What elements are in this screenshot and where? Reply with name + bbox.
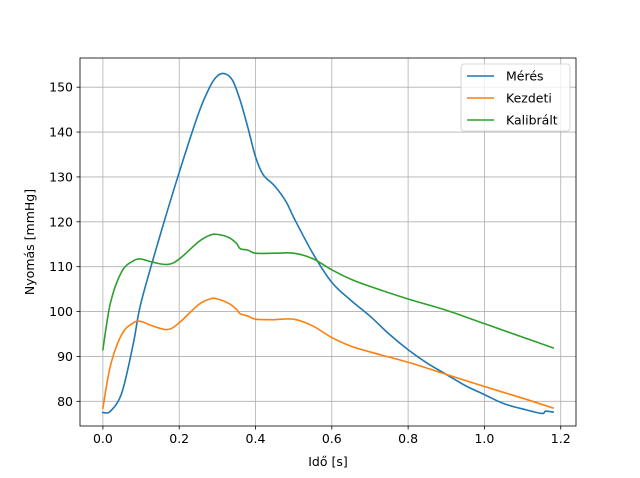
x-tick-label: 1.2 (551, 431, 571, 446)
legend: Mérés Kezdeti Kalibrált (460, 63, 571, 132)
x-tick-label: 1.0 (474, 431, 494, 446)
y-tick-label: 130 (49, 169, 73, 184)
x-tick-label: 0.8 (398, 431, 418, 446)
y-tick-label: 80 (57, 394, 73, 409)
y-axis-label: Nyomás [mmHg] (22, 189, 37, 295)
y-tick-label: 140 (49, 125, 73, 140)
y-axis-ticks: 80 90 100 110 120 130 140 150 (49, 80, 80, 409)
legend-label-1: Kezdeti (506, 91, 552, 106)
series-line-0 (101, 72, 554, 415)
y-tick-label: 120 (49, 214, 73, 229)
x-tick-label: 0.0 (93, 431, 113, 446)
y-tick-label: 110 (49, 259, 73, 274)
series-line-1 (101, 297, 555, 410)
series-lines (101, 72, 555, 415)
y-tick-label: 100 (49, 304, 73, 319)
plot-frame (79, 57, 577, 427)
x-tick-label: 0.2 (169, 431, 189, 446)
x-tick-label: 0.4 (246, 431, 266, 446)
legend-label-0: Mérés (506, 69, 544, 84)
legend-box (460, 63, 571, 132)
y-tick-label: 150 (49, 80, 73, 95)
legend-label-2: Kalibrált (506, 113, 558, 128)
x-tick-label: 0.6 (322, 431, 342, 446)
x-axis-label: Idő [s] (308, 454, 348, 469)
y-tick-label: 90 (57, 349, 73, 364)
series-line-2 (101, 233, 555, 351)
x-axis-ticks: 0.0 0.2 0.4 0.6 0.8 1.0 1.2 (93, 426, 571, 446)
